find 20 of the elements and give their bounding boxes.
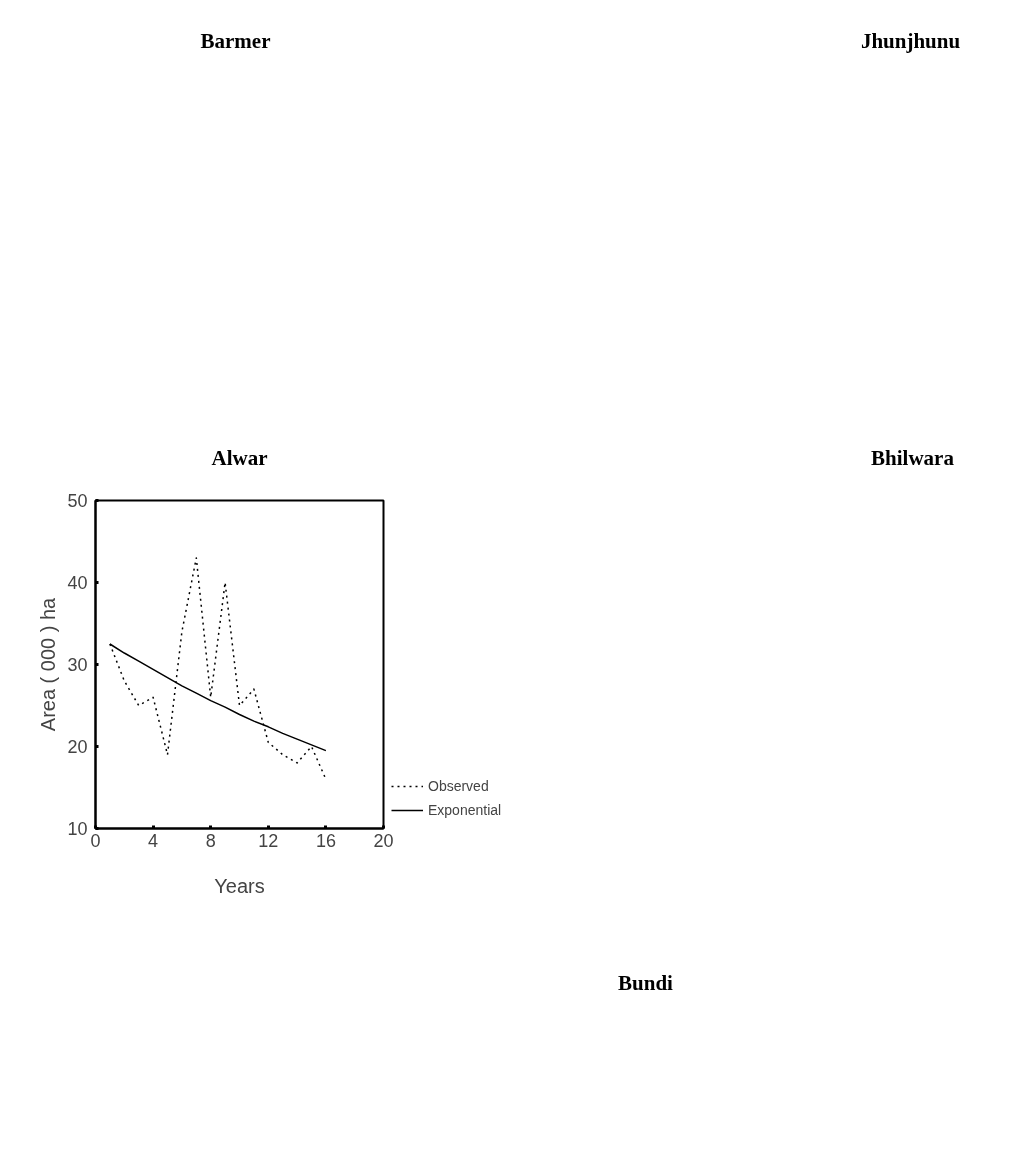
legend-label: Observed [428, 778, 489, 794]
text: Barmer [200, 28, 271, 53]
text: Jhunjhunu [860, 28, 961, 53]
text: Bhilwara [871, 445, 955, 470]
legend-label: Exponential [428, 802, 502, 818]
x-tick-label: 4 [148, 830, 159, 851]
x-tick-label: 8 [205, 830, 216, 851]
y-tick-label: 30 [67, 655, 88, 675]
chart-title: Alwar [211, 445, 268, 470]
y-tick-label: 40 [67, 573, 88, 593]
y-tick-label: 20 [67, 737, 88, 757]
x-tick-label: 16 [315, 830, 336, 851]
x-axis-title: Years [214, 874, 265, 897]
x-tick-label: 20 [373, 830, 394, 851]
y-tick-label: 50 [67, 491, 88, 511]
y-tick-label: 10 [67, 819, 88, 839]
text: Bundi [618, 970, 674, 995]
x-tick-label: 0 [90, 830, 101, 851]
x-tick-label: 12 [258, 830, 279, 851]
y-axis-title: Area ( 000 ) ha [37, 596, 60, 732]
